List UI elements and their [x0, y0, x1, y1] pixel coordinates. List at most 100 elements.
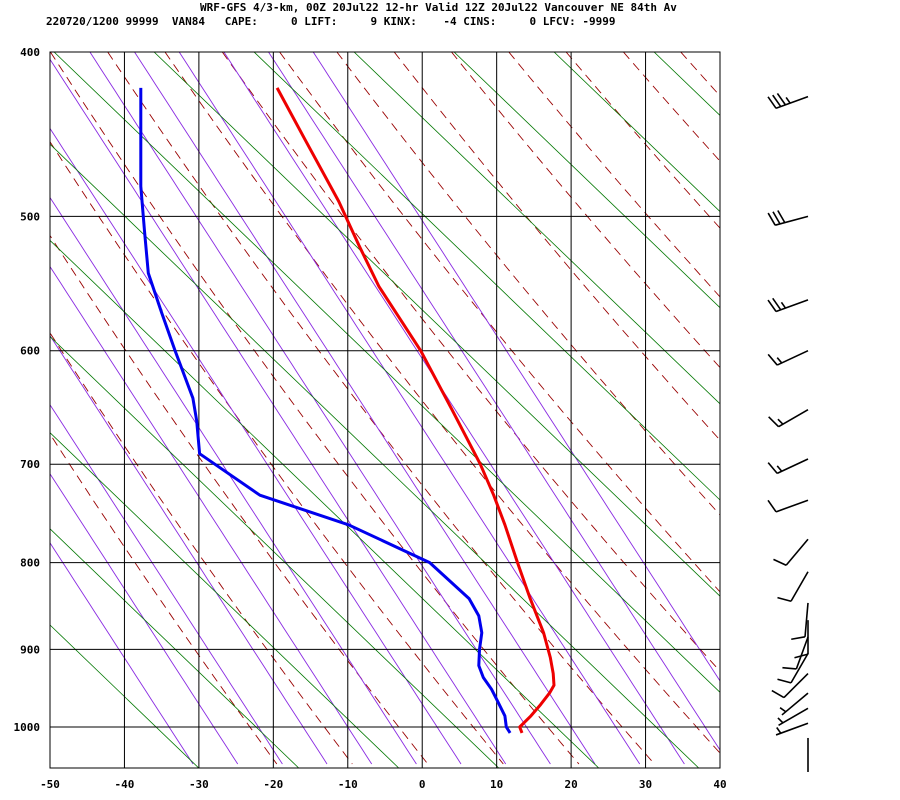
barb-feather: [791, 636, 806, 641]
dry-adiabat-line: [738, 52, 900, 764]
dry-adiabat-line: [451, 52, 720, 369]
barb-half-feather: [779, 707, 787, 713]
y-tick-label: 900: [20, 643, 40, 656]
chart-header: WRF-GFS 4/3-km, 00Z 20Jul22 12-hr Valid …: [0, 0, 900, 40]
barb-half-feather: [785, 96, 791, 104]
isotherm-line: [353, 52, 720, 405]
moist-adiabat-line: [50, 196, 417, 765]
barb-feather: [767, 353, 778, 366]
grid-lines: [50, 52, 720, 768]
barb-shaft: [790, 653, 809, 684]
barb-half-feather: [780, 301, 787, 309]
isotherm-line: [50, 239, 599, 768]
wind-barb: [777, 653, 809, 684]
moist-adiabat-line: [223, 52, 685, 765]
barb-feather: [772, 94, 782, 108]
dry-adiabat-line: [279, 52, 720, 593]
isotherm-line: [754, 52, 900, 768]
y-tick-label: 500: [20, 210, 40, 223]
barb-shaft: [795, 636, 809, 670]
barb-shaft: [790, 571, 809, 602]
x-tick-label: -50: [40, 778, 60, 791]
isotherm-line: [50, 143, 699, 768]
barb-feather: [772, 297, 782, 311]
moist-adiabat-line: [50, 472, 239, 765]
barb-shaft: [804, 602, 809, 637]
barb-shaft: [775, 95, 809, 110]
wind-barb: [767, 458, 809, 475]
moist-adiabat-line: [134, 52, 596, 765]
moist-adiabat-line: [50, 265, 373, 765]
x-tick-label: 30: [639, 778, 652, 791]
barb-feather: [767, 462, 778, 474]
wind-barb: [791, 602, 809, 641]
wind-barb: [767, 349, 809, 366]
barb-shaft: [781, 692, 809, 716]
barb-feather: [772, 211, 781, 225]
profile-series: [139, 87, 556, 734]
temperature-profile-line: [275, 87, 556, 734]
barb-feather: [777, 596, 792, 602]
barb-shaft: [778, 408, 809, 428]
moist-adiabat-line: [268, 52, 720, 751]
x-tick-label: 0: [419, 778, 426, 791]
barb-shaft: [774, 215, 809, 226]
wind-barb: [777, 571, 809, 602]
dry-adiabat-line: [336, 52, 720, 516]
moist-adiabat-line: [50, 541, 194, 765]
dry-adiabat-line: [393, 52, 720, 441]
barb-shaft: [776, 349, 809, 366]
isotherm-line: [50, 432, 399, 768]
barb-feather: [777, 210, 786, 223]
dewpoint-profile-line: [139, 87, 512, 734]
barb-feather: [773, 558, 787, 567]
wind-barb: [767, 499, 809, 513]
moist-adiabat-line: [178, 52, 641, 765]
barb-half-feather: [777, 717, 784, 724]
wind-barb: [779, 692, 809, 716]
dry-adiabat-line: [795, 52, 900, 764]
x-tick-label: -30: [189, 778, 209, 791]
y-tick-label: 1000: [14, 721, 41, 734]
barb-shaft: [785, 538, 809, 566]
barb-feather: [776, 92, 787, 106]
isotherm-line: [553, 52, 720, 213]
barb-half-feather: [776, 357, 783, 364]
wind-barb: [773, 538, 809, 567]
skewed-isotherms: [50, 52, 900, 768]
dry-adiabat-line: [107, 52, 655, 765]
x-tick-labels: -50 -40 -30 -20 -10 0 10 20 30 40: [40, 778, 727, 791]
wind-barb: [768, 408, 809, 428]
dry-adiabat-line: [164, 52, 720, 754]
wind-barb: [775, 722, 809, 736]
barb-shaft: [775, 722, 809, 736]
station-indices-line: 220720/1200 99999 VAN84 CAPE: 0 LIFT: 9 …: [46, 15, 616, 28]
moist-adiabat-line: [312, 52, 720, 682]
barb-feather: [777, 678, 792, 684]
barb-feather: [768, 416, 780, 428]
barb-feather: [767, 499, 777, 513]
isotherm-line: [50, 335, 499, 768]
barb-half-feather: [777, 418, 784, 425]
x-tick-label: 20: [564, 778, 577, 791]
barb-feather: [767, 299, 777, 312]
wind-barb: [767, 210, 809, 226]
barb-shaft: [778, 707, 809, 727]
moist-adiabat-line: [50, 334, 328, 765]
plot-frame: [49, 51, 721, 769]
wind-barb: [777, 707, 809, 727]
y-tick-labels: 400 500 600 700 800 900 1000: [14, 46, 41, 734]
barb-feather: [771, 689, 785, 699]
barb-feather: [782, 666, 797, 670]
moist-adiabat-line: [50, 58, 507, 765]
isotherm-line: [453, 52, 720, 309]
wind-barbs: [767, 92, 809, 772]
plot-background: [50, 52, 720, 768]
barb-feather: [767, 96, 777, 109]
y-tick-label: 800: [20, 557, 40, 570]
isotherm-line: [153, 52, 720, 597]
isotherm-line: [854, 52, 900, 768]
wind-barb: [767, 297, 809, 313]
dry-adiabat-line: [508, 52, 720, 298]
